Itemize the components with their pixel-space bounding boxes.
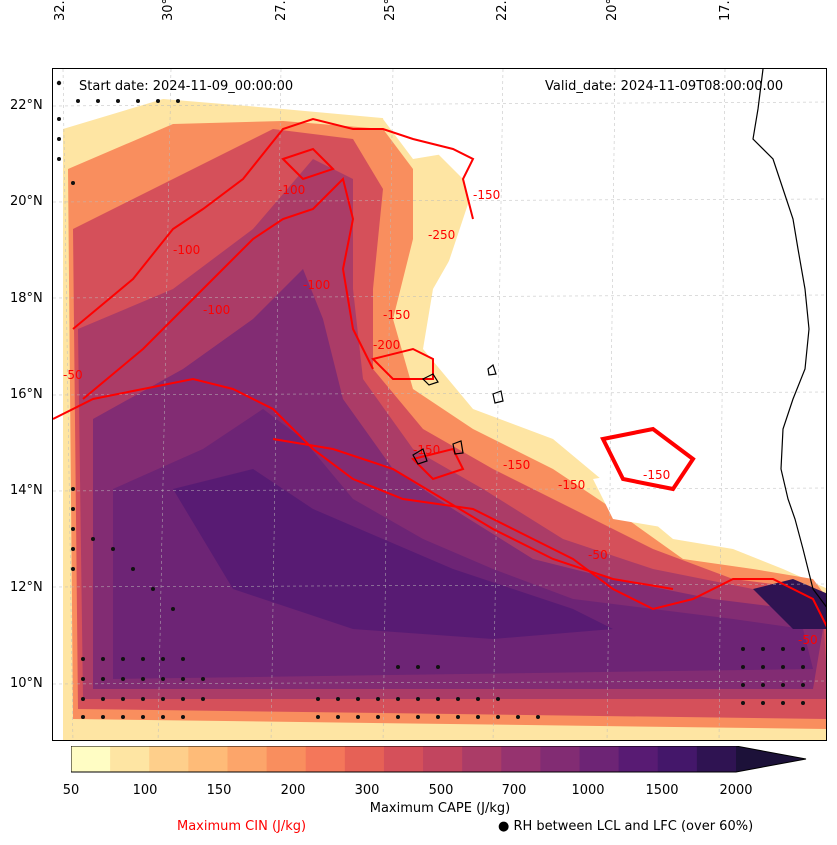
cin-contours <box>53 117 826 628</box>
colorbar-tick: 500 <box>428 783 454 798</box>
colorbar-outline <box>71 746 807 773</box>
colorbar-swatch <box>462 746 502 772</box>
cin-label: -150 <box>643 468 670 482</box>
cin-label: -150 <box>383 308 410 322</box>
colorbar-swatch <box>266 746 307 772</box>
colorbar-tick: 1000 <box>571 783 605 798</box>
legend-cin: Maximum CIN (J/kg) <box>177 819 307 834</box>
colorbar-tick: 200 <box>280 783 306 798</box>
colorbar-swatch <box>696 746 737 772</box>
cin-label: -100 <box>303 278 330 292</box>
cin-label: -150 <box>503 458 530 472</box>
cin-label: -100 <box>173 243 200 257</box>
cape-map-svg: -100 -100 -100 -100 -50 -150 -150 -150 -… <box>53 69 826 740</box>
lon-label-30w: 30°W <box>161 0 176 21</box>
cin-contour-labels: -100 -100 -100 -100 -50 -150 -150 -150 -… <box>63 183 818 647</box>
cin-label: -50 <box>798 633 818 647</box>
cape-fill <box>63 69 826 740</box>
cape-colorbar <box>71 746 807 773</box>
lat-label-22n: 22°N <box>10 98 43 113</box>
colorbar-tick: 700 <box>501 783 527 798</box>
cin-label: -150 <box>413 443 440 457</box>
colorbar-swatch <box>344 746 385 772</box>
lat-label-20n: 20°N <box>10 194 43 209</box>
cape-map: -100 -100 -100 -100 -50 -150 -150 -150 -… <box>52 68 827 741</box>
colorbar-swatch <box>110 746 150 772</box>
colorbar-swatch <box>383 746 424 772</box>
lon-label-22.5w: 22.5°W <box>495 0 510 21</box>
colorbar-swatch <box>227 746 268 772</box>
lon-label-20w: 20°W <box>605 0 620 21</box>
colorbar-tick: 150 <box>206 783 232 798</box>
colorbar-swatch <box>579 746 620 772</box>
colorbar-swatch <box>501 746 541 772</box>
graticule <box>53 69 826 740</box>
cin-label: -50 <box>63 368 83 382</box>
lon-label-27.5w: 27.5°W <box>274 0 289 21</box>
colorbar-swatch <box>149 746 189 772</box>
cin-label: -50 <box>588 548 608 562</box>
valid-date-label: Valid_date: 2024-11-09T08:00:00.00 <box>545 79 784 94</box>
colorbar-swatch <box>540 746 581 772</box>
colorbar-title: Maximum CAPE (J/kg) <box>369 801 511 816</box>
colorbar-tick: 1500 <box>645 783 679 798</box>
colorbar-tick: 2000 <box>719 783 753 798</box>
cin-label: -100 <box>278 183 305 197</box>
colorbar-swatch <box>71 746 111 772</box>
coastline <box>412 69 826 608</box>
legend-rh: ● RH between LCL and LFC (over 60%) <box>498 819 754 834</box>
lat-label-14n: 14°N <box>10 483 43 498</box>
colorbar-swatch <box>188 746 228 772</box>
rh-dots <box>56 80 805 719</box>
lon-label-17.5w: 17.5°W <box>718 0 733 21</box>
colorbar-swatch <box>423 746 463 772</box>
colorbar-swatch <box>618 746 659 772</box>
lon-label-25w: 25°W <box>383 0 398 21</box>
cin-label: -250 <box>428 228 455 242</box>
lon-label-32.5w: 32.5°W <box>53 0 68 21</box>
cin-label: -150 <box>473 188 500 202</box>
cin-label: -150 <box>558 478 585 492</box>
colorbar-tick: 100 <box>132 783 158 798</box>
lat-label-12n: 12°N <box>10 580 43 595</box>
cin-label: -100 <box>203 303 230 317</box>
colorbar-tick: 50 <box>62 783 80 798</box>
colorbar-swatch <box>657 746 698 772</box>
cin-label: -200 <box>373 338 400 352</box>
colorbar-swatch <box>305 746 346 772</box>
colorbar-tick: 300 <box>354 783 380 798</box>
lat-label-16n: 16°N <box>10 387 43 402</box>
lat-label-18n: 18°N <box>10 291 43 306</box>
colorbar-extend-arrow <box>736 746 806 772</box>
start-date-label: Start date: 2024-11-09_00:00:00 <box>79 79 294 94</box>
lat-label-10n: 10°N <box>10 676 43 691</box>
